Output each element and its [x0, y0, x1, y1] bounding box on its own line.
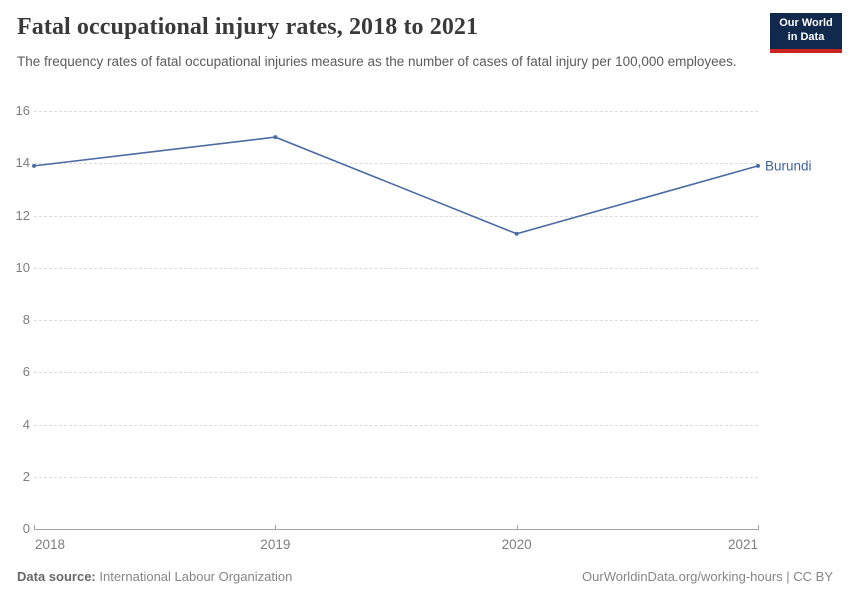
data-line-burundi	[33, 136, 759, 235]
y-axis-tick-label: 4	[22, 416, 30, 432]
y-axis-tick-label: 16	[15, 103, 30, 118]
data-source-value: International Labour Organization	[95, 569, 293, 584]
data-source-note: Data source: International Labour Organi…	[17, 569, 292, 584]
owid-logo[interactable]: Our World in Data	[770, 13, 842, 53]
data-source-label: Data source:	[17, 569, 96, 584]
x-axis-tick	[34, 525, 35, 529]
owid-logo-text: Our World in Data	[770, 13, 842, 49]
attribution-link[interactable]: OurWorldinData.org/working-hours | CC BY	[582, 569, 833, 584]
owid-logo-line2: in Data	[787, 30, 825, 43]
chart-subtitle: The frequency rates of fatal occupationa…	[17, 54, 737, 69]
y-gridline	[34, 163, 758, 165]
x-axis-tick	[516, 525, 518, 529]
x-axis-tick-label: 2018	[35, 537, 66, 552]
y-axis-tick-label: 2	[22, 468, 30, 484]
series-label-burundi: Burundi	[765, 158, 812, 173]
data-point	[756, 163, 760, 168]
chart-title: Fatal occupational injury rates, 2018 to…	[17, 14, 479, 40]
y-gridline	[34, 476, 758, 478]
y-axis-tick-label: 8	[22, 312, 30, 327]
y-gridline	[34, 267, 758, 269]
data-point	[514, 231, 519, 236]
data-point	[32, 163, 36, 168]
y-axis-tick-label: 12	[15, 207, 30, 223]
x-axis-tick-label: 2020	[501, 537, 532, 552]
y-gridline	[34, 111, 758, 112]
data-point	[273, 135, 278, 140]
y-axis-tick-label: 10	[15, 259, 30, 275]
y-gridline	[34, 320, 758, 321]
y-axis-tick-label: 14	[15, 155, 30, 171]
y-axis-tick-label: 0	[22, 521, 30, 536]
x-axis-tick	[758, 525, 759, 529]
x-axis-tick	[275, 525, 277, 529]
y-gridline	[34, 215, 758, 217]
x-axis-tick-label: 2019	[260, 537, 291, 552]
owid-logo-line1: Our World	[779, 17, 833, 29]
y-gridline	[34, 372, 758, 374]
y-axis-tick-label: 6	[22, 364, 30, 380]
y-gridline	[34, 424, 758, 426]
owid-logo-red-bar	[770, 48, 842, 53]
x-axis-tick-label: 2021	[727, 537, 758, 552]
x-axis-line	[34, 529, 759, 530]
